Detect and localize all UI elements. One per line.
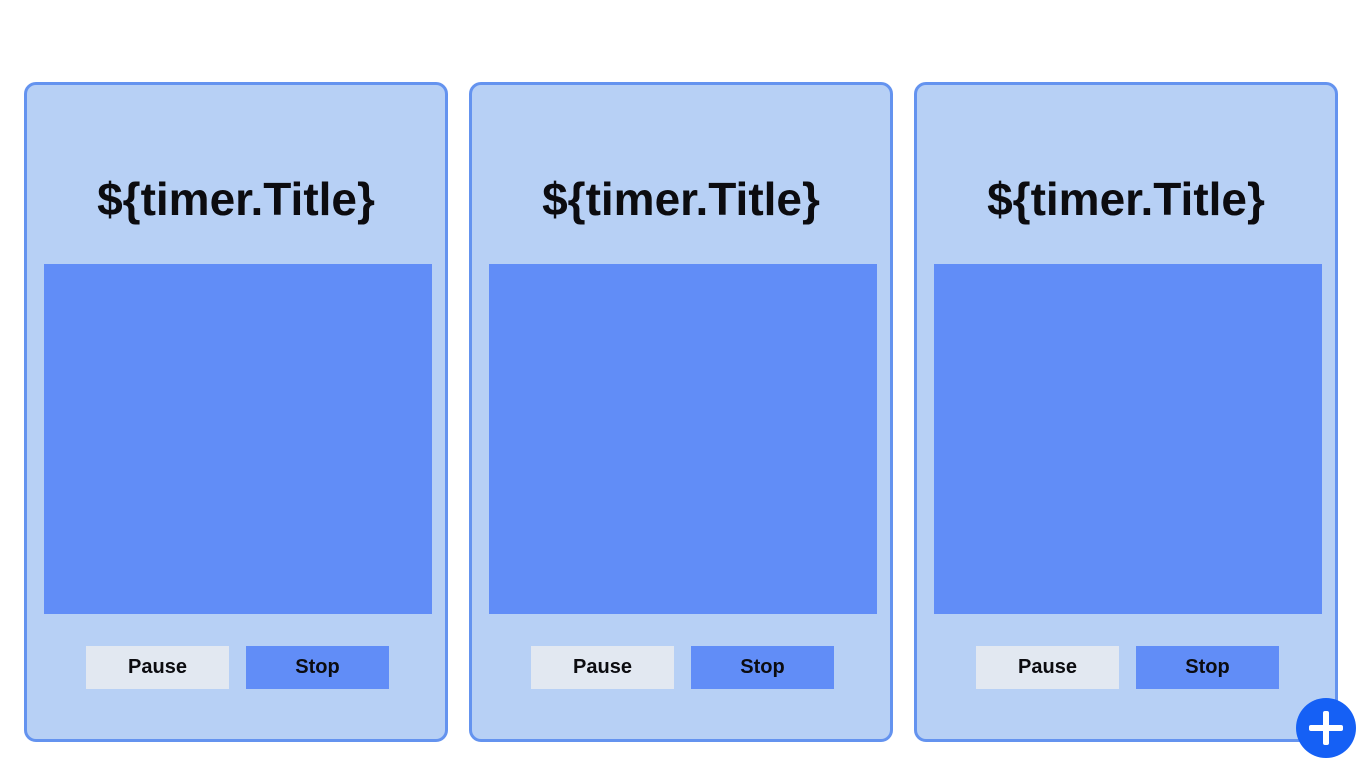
pause-button[interactable]: Pause [531, 646, 674, 689]
timer-title: ${timer.Title} [987, 173, 1265, 225]
pause-button[interactable]: Pause [976, 646, 1119, 689]
stop-button[interactable]: Stop [1136, 646, 1279, 689]
stop-button[interactable]: Stop [691, 646, 834, 689]
timer-card: ${timer.Title} Pause Stop [469, 82, 893, 742]
timer-title: ${timer.Title} [542, 173, 820, 225]
timer-display [934, 264, 1322, 614]
timer-display [489, 264, 877, 614]
pause-button[interactable]: Pause [86, 646, 229, 689]
timer-card: ${timer.Title} Pause Stop [914, 82, 1338, 742]
stop-button[interactable]: Stop [246, 646, 389, 689]
add-timer-button[interactable] [1296, 698, 1356, 758]
timer-card: ${timer.Title} Pause Stop [24, 82, 448, 742]
timer-title: ${timer.Title} [97, 173, 375, 225]
plus-icon [1296, 698, 1356, 758]
timer-display [44, 264, 432, 614]
